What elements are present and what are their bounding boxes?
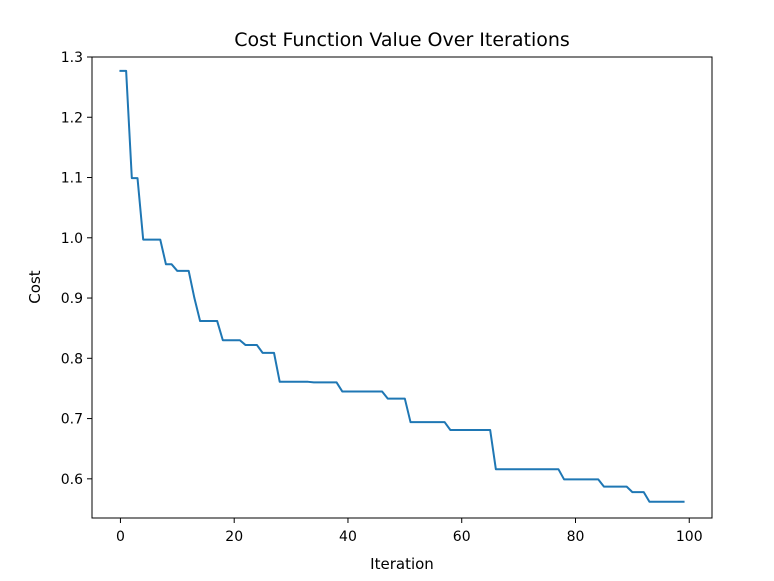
y-tick-label: 1.0: [61, 231, 83, 247]
plot-frame: [91, 56, 713, 519]
x-axis: 0 20 40 60 80 100: [116, 518, 703, 545]
x-tick-label: 100: [676, 529, 703, 545]
chart-title: Cost Function Value Over Iterations: [234, 29, 570, 51]
x-tick-label: 40: [339, 529, 357, 545]
y-tick-label: 0.8: [61, 351, 83, 367]
y-tick-label: 0.9: [61, 291, 83, 307]
plot-area: [91, 56, 713, 519]
x-tick-label: 80: [567, 529, 585, 545]
x-tick-label: 60: [453, 529, 471, 545]
y-tick-label: 1.1: [61, 171, 83, 187]
x-axis-title: Iteration: [370, 555, 434, 573]
series-line-0: [119, 69, 685, 503]
y-tick-label: 1.3: [61, 50, 83, 66]
x-tick-label: 0: [116, 529, 125, 545]
y-tick-label: 1.2: [61, 110, 83, 126]
y-axis: 0.6 0.7 0.8 0.9 1.0 1.1 1.2 1.3: [61, 50, 92, 488]
y-tick-label: 0.6: [61, 472, 83, 488]
y-tick-label: 0.7: [61, 412, 83, 428]
x-tick-label: 20: [225, 529, 243, 545]
y-axis-title: Cost: [26, 270, 44, 303]
